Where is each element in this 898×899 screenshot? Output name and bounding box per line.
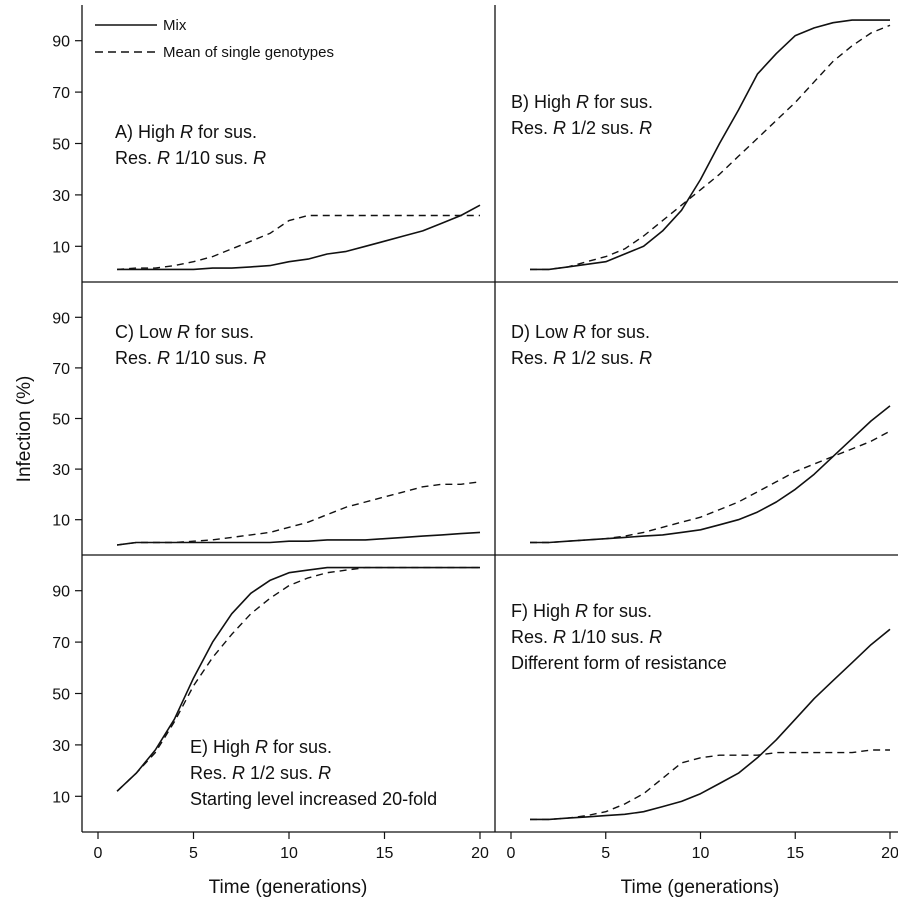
y-tick-label: 70 [52, 85, 70, 102]
panel-d: D) Low R for sus. Res. R 1/2 sus. R [511, 322, 891, 544]
x-tick-label: 10 [692, 845, 710, 862]
y-tick-label: 10 [52, 239, 70, 256]
panel-annotation-line: Res. R 1/10 sus. R [115, 148, 266, 168]
panel-annotation-line: A) High R for sus. [115, 122, 257, 142]
series-line-mix [530, 19, 890, 271]
series-line-mean [117, 214, 480, 271]
y-tick-label: 70 [52, 361, 70, 378]
series-line-mix [117, 204, 481, 271]
series-line-mix [116, 566, 480, 792]
y-tick-label: 50 [52, 412, 70, 429]
x-tick-label: 20 [881, 845, 898, 862]
series-line-mix [530, 628, 891, 821]
panel-annotation-line: Res. R 1/2 sus. R [511, 348, 652, 368]
x-axis-title-right: Time (generations) [621, 877, 780, 898]
panel-annotation-line: B) High R for sus. [511, 92, 653, 112]
x-axis-title-left: Time (generations) [209, 877, 368, 898]
panel-annotation-line: Res. R 1/2 sus. R [511, 118, 652, 138]
y-tick-label: 10 [52, 789, 70, 806]
x-tick-label: 20 [471, 845, 489, 862]
series-line-mean [117, 481, 481, 546]
y-tick-label: 90 [52, 584, 70, 601]
series-line-mean [530, 430, 891, 544]
frame-layer [81, 5, 898, 833]
y-tick-label: 70 [52, 635, 70, 652]
panel-b: B) High R for sus. Res. R 1/2 sus. R [511, 19, 891, 271]
panel-annotation-line: Different form of resistance [511, 653, 727, 673]
panel-f: 0 5 10 15 20 F) High R for sus. Res. R 1/10 su… [507, 601, 898, 862]
y-tick-label: 90 [52, 34, 70, 51]
series-line-mix [530, 405, 891, 544]
y-tick-label: 30 [52, 188, 70, 205]
y-tick-label: 90 [52, 310, 70, 327]
y-tick-label: 50 [52, 687, 70, 704]
panel-annotation-line: Res. R 1/10 sus. R [115, 348, 266, 368]
panel-annotation-line: Res. R 1/2 sus. R [190, 763, 331, 783]
x-tick-label: 0 [507, 845, 516, 862]
panel-annotation-line: C) Low R for sus. [115, 322, 254, 342]
legend: Mix Mean of single genotypes [95, 17, 334, 61]
y-tick-label: 10 [52, 513, 70, 530]
panel-annotation-line: Res. R 1/10 sus. R [511, 627, 662, 647]
x-tick-label: 5 [189, 845, 198, 862]
legend-label-mix: Mix [163, 17, 187, 34]
panel-annotation-line: D) Low R for sus. [511, 322, 650, 342]
panel-c: 10 30 50 70 90 C) Low R for sus. Res. R 1/10 s… [52, 310, 481, 546]
x-tick-label: 15 [376, 845, 394, 862]
y-axis-title: Infection (%) [14, 376, 35, 483]
y-tick-label: 50 [52, 137, 70, 154]
series-line-mean [530, 749, 890, 821]
series-line-mean [116, 566, 480, 792]
panel-annotation-line: F) High R for sus. [511, 601, 652, 621]
panel-annotation-line: E) High R for sus. [190, 737, 332, 757]
x-tick-label: 15 [786, 845, 804, 862]
panel-a: 10 30 50 70 90 A) High R for sus. Res. R 1/10 … [52, 34, 481, 271]
x-tick-label: 5 [601, 845, 610, 862]
y-tick-label: 30 [52, 738, 70, 755]
x-tick-label: 0 [94, 845, 103, 862]
legend-label-mean: Mean of single genotypes [163, 44, 334, 61]
panel-e: 10 30 50 70 90 0 5 10 15 20 E) High R for sus. Res.… [52, 566, 489, 862]
panel-annotation-line: Starting level increased 20-fold [190, 789, 437, 809]
x-tick-label: 10 [280, 845, 298, 862]
y-tick-label: 30 [52, 462, 70, 479]
series-line-mean [530, 24, 891, 271]
